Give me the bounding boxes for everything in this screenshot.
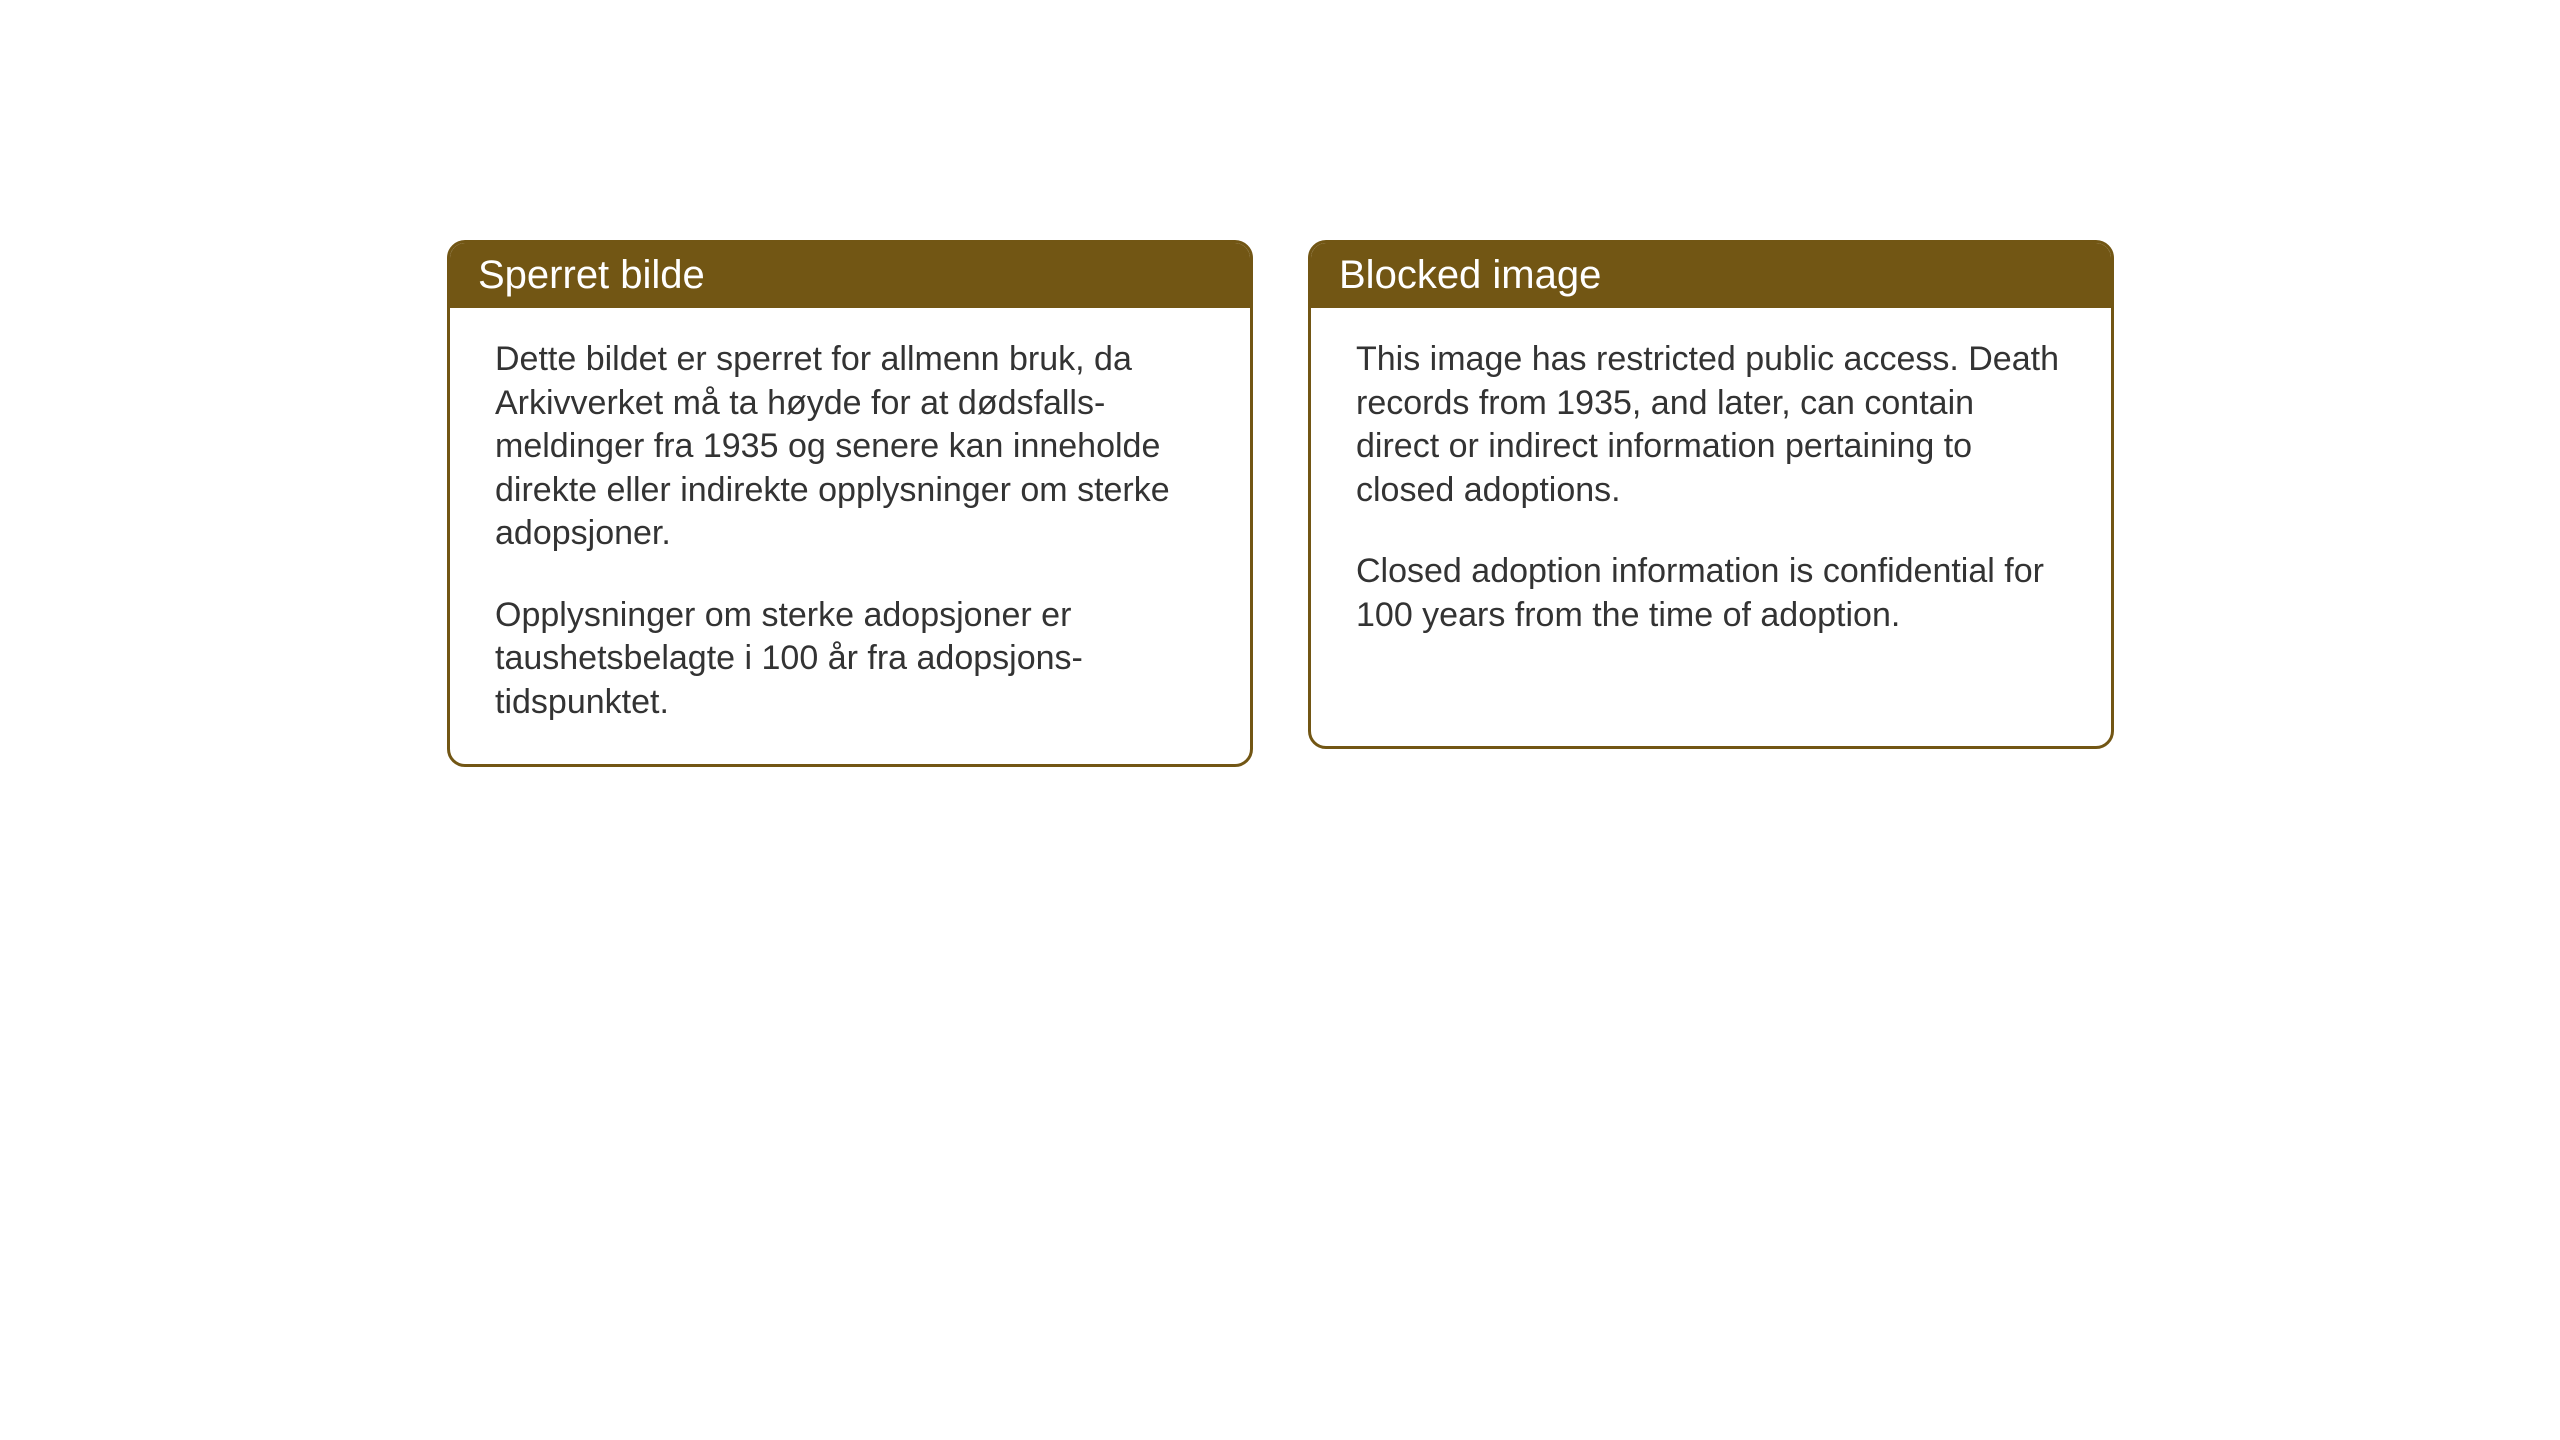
notice-card-norwegian: Sperret bilde Dette bildet er sperret fo…	[447, 240, 1253, 767]
card-header-norwegian: Sperret bilde	[450, 243, 1250, 308]
card-title-english: Blocked image	[1339, 253, 1601, 297]
card-paragraph-english-1: This image has restricted public access.…	[1356, 338, 2066, 512]
notice-card-english: Blocked image This image has restricted …	[1308, 240, 2114, 749]
card-body-norwegian: Dette bildet er sperret for allmenn bruk…	[450, 308, 1250, 764]
card-title-norwegian: Sperret bilde	[478, 253, 705, 297]
card-paragraph-norwegian-1: Dette bildet er sperret for allmenn bruk…	[495, 338, 1205, 556]
card-header-english: Blocked image	[1311, 243, 2111, 308]
card-body-english: This image has restricted public access.…	[1311, 308, 2111, 677]
notice-cards-container: Sperret bilde Dette bildet er sperret fo…	[447, 240, 2114, 767]
card-paragraph-english-2: Closed adoption information is confident…	[1356, 550, 2066, 637]
card-paragraph-norwegian-2: Opplysninger om sterke adopsjoner er tau…	[495, 594, 1205, 725]
